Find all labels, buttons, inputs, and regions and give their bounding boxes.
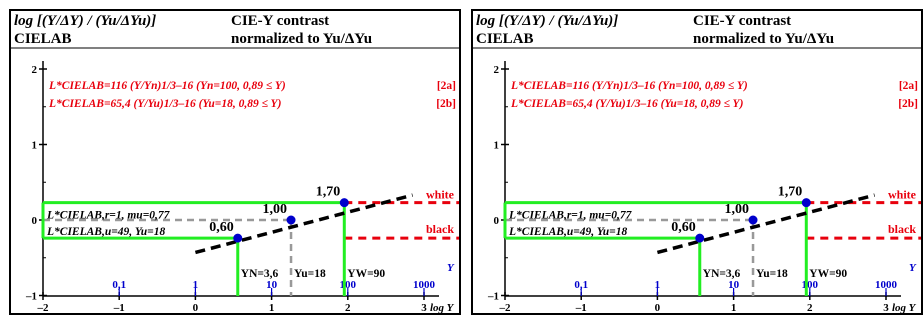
u-line-label: L*CIELAB,u=49, Yu=18	[508, 226, 627, 238]
data-point-label: 0,60	[671, 220, 696, 235]
white-label: white	[426, 188, 455, 202]
data-point	[233, 233, 243, 243]
y-secondary-tick-label: 1	[193, 279, 199, 291]
x-tick-label: –2	[499, 302, 512, 314]
formula-text: L*CIELAB=116 (Y/Yn)1/3–16 (Yn=100, 0,89 …	[510, 80, 748, 92]
data-point	[695, 233, 705, 243]
data-point	[801, 198, 811, 208]
y-tick-label: –1	[487, 291, 499, 303]
title-line-2: CIELAB	[476, 31, 534, 47]
data-point	[748, 215, 758, 225]
y-secondary-tick-label: 1	[655, 279, 661, 291]
white-label: white	[888, 188, 917, 202]
yn-label: YN=3,6	[703, 268, 741, 280]
x-tick-label: –1	[575, 302, 587, 314]
title-right-2: normalized to Yu/ΔYu	[231, 31, 372, 47]
yu-label: Yu=18	[756, 268, 788, 280]
y-secondary-tick-label: 0,1	[112, 279, 126, 291]
data-point	[339, 198, 349, 208]
title-line-2: CIELAB	[14, 31, 72, 47]
x-tick-label: 3	[883, 302, 889, 314]
x-tick-label: 2	[807, 302, 813, 314]
y-tick-label: 1	[32, 140, 38, 152]
x-axis-label: log Y	[892, 302, 917, 314]
x-tick-label: 2	[345, 302, 351, 314]
y-secondary-tick-label: 0,1	[574, 279, 588, 291]
yw-label: YW=90	[809, 268, 847, 280]
yn-label: YN=3,6	[241, 268, 279, 280]
black-label: black	[888, 222, 916, 236]
u-line-label: L*CIELAB,u=49, Yu=18	[46, 226, 165, 238]
title-right-1: CIE-Y contrast	[231, 13, 329, 29]
y-secondary-tick-label: 1000	[413, 279, 436, 291]
y-tick-label: 0	[32, 215, 38, 227]
x-tick-label: 3	[421, 302, 427, 314]
contrast-dashed-line	[656, 193, 876, 255]
green-black-path	[505, 236, 702, 296]
formula-text: L*CIELAB=65,4 (Y/Yu)1/3–16 (Yu=18, 0,89 …	[510, 98, 744, 110]
black-label: black	[426, 222, 454, 236]
y-secondary-label: Y	[909, 262, 917, 274]
x-tick-label: 0	[655, 302, 661, 314]
chart-svg: log [(Y/ΔY) / (Yu/ΔYu)] CIELAB CIE-Y contr…	[9, 9, 461, 315]
y-tick-label: 1	[494, 140, 500, 152]
green-black-path	[43, 236, 240, 296]
x-axis-label: log Y	[430, 302, 455, 314]
r-line-label: L*CIELAB,r=1, mu=0,77	[46, 210, 171, 222]
title-line-1: log [(Y/ΔY) / (Yu/ΔYu)]	[14, 13, 156, 29]
title-right-2: normalized to Yu/ΔYu	[693, 31, 834, 47]
x-tick-label: 1	[269, 302, 275, 314]
data-point-label: 1,70	[316, 185, 341, 200]
y-tick-label: 2	[32, 64, 38, 76]
formula-tag: [2a]	[899, 80, 918, 92]
formula-tag: [2b]	[436, 98, 456, 110]
y-secondary-tick-label: 1000	[875, 279, 898, 291]
data-point-label: 1,00	[725, 202, 750, 217]
chart-panel-right: log [(Y/ΔY) / (Yu/ΔYu)] CIELAB CIE-Y contr…	[471, 9, 923, 315]
data-point-label: 0,60	[209, 220, 234, 235]
formula-text: L*CIELAB=65,4 (Y/Yu)1/3–16 (Yu=18, 0,89 …	[48, 98, 282, 110]
y-tick-label: –1	[25, 291, 37, 303]
contrast-dashed-line	[194, 193, 414, 255]
title-right-1: CIE-Y contrast	[693, 13, 791, 29]
chart-svg: log [(Y/ΔY) / (Yu/ΔYu)] CIELAB CIE-Y contr…	[471, 9, 923, 315]
x-tick-label: 0	[193, 302, 199, 314]
data-point	[286, 215, 296, 225]
formula-tag: [2a]	[437, 80, 456, 92]
y-tick-label: 0	[494, 215, 500, 227]
data-point-label: 1,70	[778, 185, 803, 200]
yu-label: Yu=18	[294, 268, 326, 280]
x-tick-label: 1	[731, 302, 737, 314]
formula-text: L*CIELAB=116 (Y/Yn)1/3–16 (Yn=100, 0,89 …	[48, 80, 286, 92]
x-tick-label: –2	[37, 302, 50, 314]
panel-border	[471, 9, 923, 315]
panel-border	[9, 9, 461, 315]
y-secondary-tick-label: 10	[266, 279, 278, 291]
yw-label: YW=90	[347, 268, 385, 280]
formula-tag: [2b]	[898, 98, 918, 110]
y-secondary-tick-label: 10	[728, 279, 740, 291]
chart-panel-left: log [(Y/ΔY) / (Yu/ΔYu)] CIELAB CIE-Y contr…	[9, 9, 461, 315]
y-secondary-tick-label: 100	[340, 279, 357, 291]
r-line-label: L*CIELAB,r=1, mu=0,77	[508, 210, 633, 222]
title-line-1: log [(Y/ΔY) / (Yu/ΔYu)]	[476, 13, 618, 29]
y-secondary-label: Y	[447, 262, 455, 274]
y-secondary-tick-label: 100	[802, 279, 819, 291]
y-tick-label: 2	[494, 64, 500, 76]
data-point-label: 1,00	[263, 202, 288, 217]
x-tick-label: –1	[113, 302, 125, 314]
